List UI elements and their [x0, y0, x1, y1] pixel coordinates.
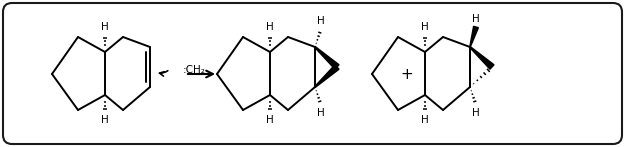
Text: H: H [317, 108, 325, 118]
Text: H: H [266, 115, 274, 125]
Text: H: H [101, 22, 109, 32]
Text: H: H [421, 115, 429, 125]
Polygon shape [314, 47, 339, 69]
Text: :CH₂: :CH₂ [183, 65, 206, 75]
Polygon shape [469, 47, 494, 69]
Text: H: H [266, 22, 274, 32]
Text: H: H [472, 108, 480, 118]
Text: H: H [101, 115, 109, 125]
Text: H: H [317, 16, 325, 26]
Polygon shape [314, 65, 339, 87]
FancyBboxPatch shape [3, 3, 622, 144]
Text: H: H [472, 14, 480, 24]
Text: +: + [401, 66, 413, 81]
Text: H: H [421, 22, 429, 32]
Polygon shape [470, 26, 478, 47]
